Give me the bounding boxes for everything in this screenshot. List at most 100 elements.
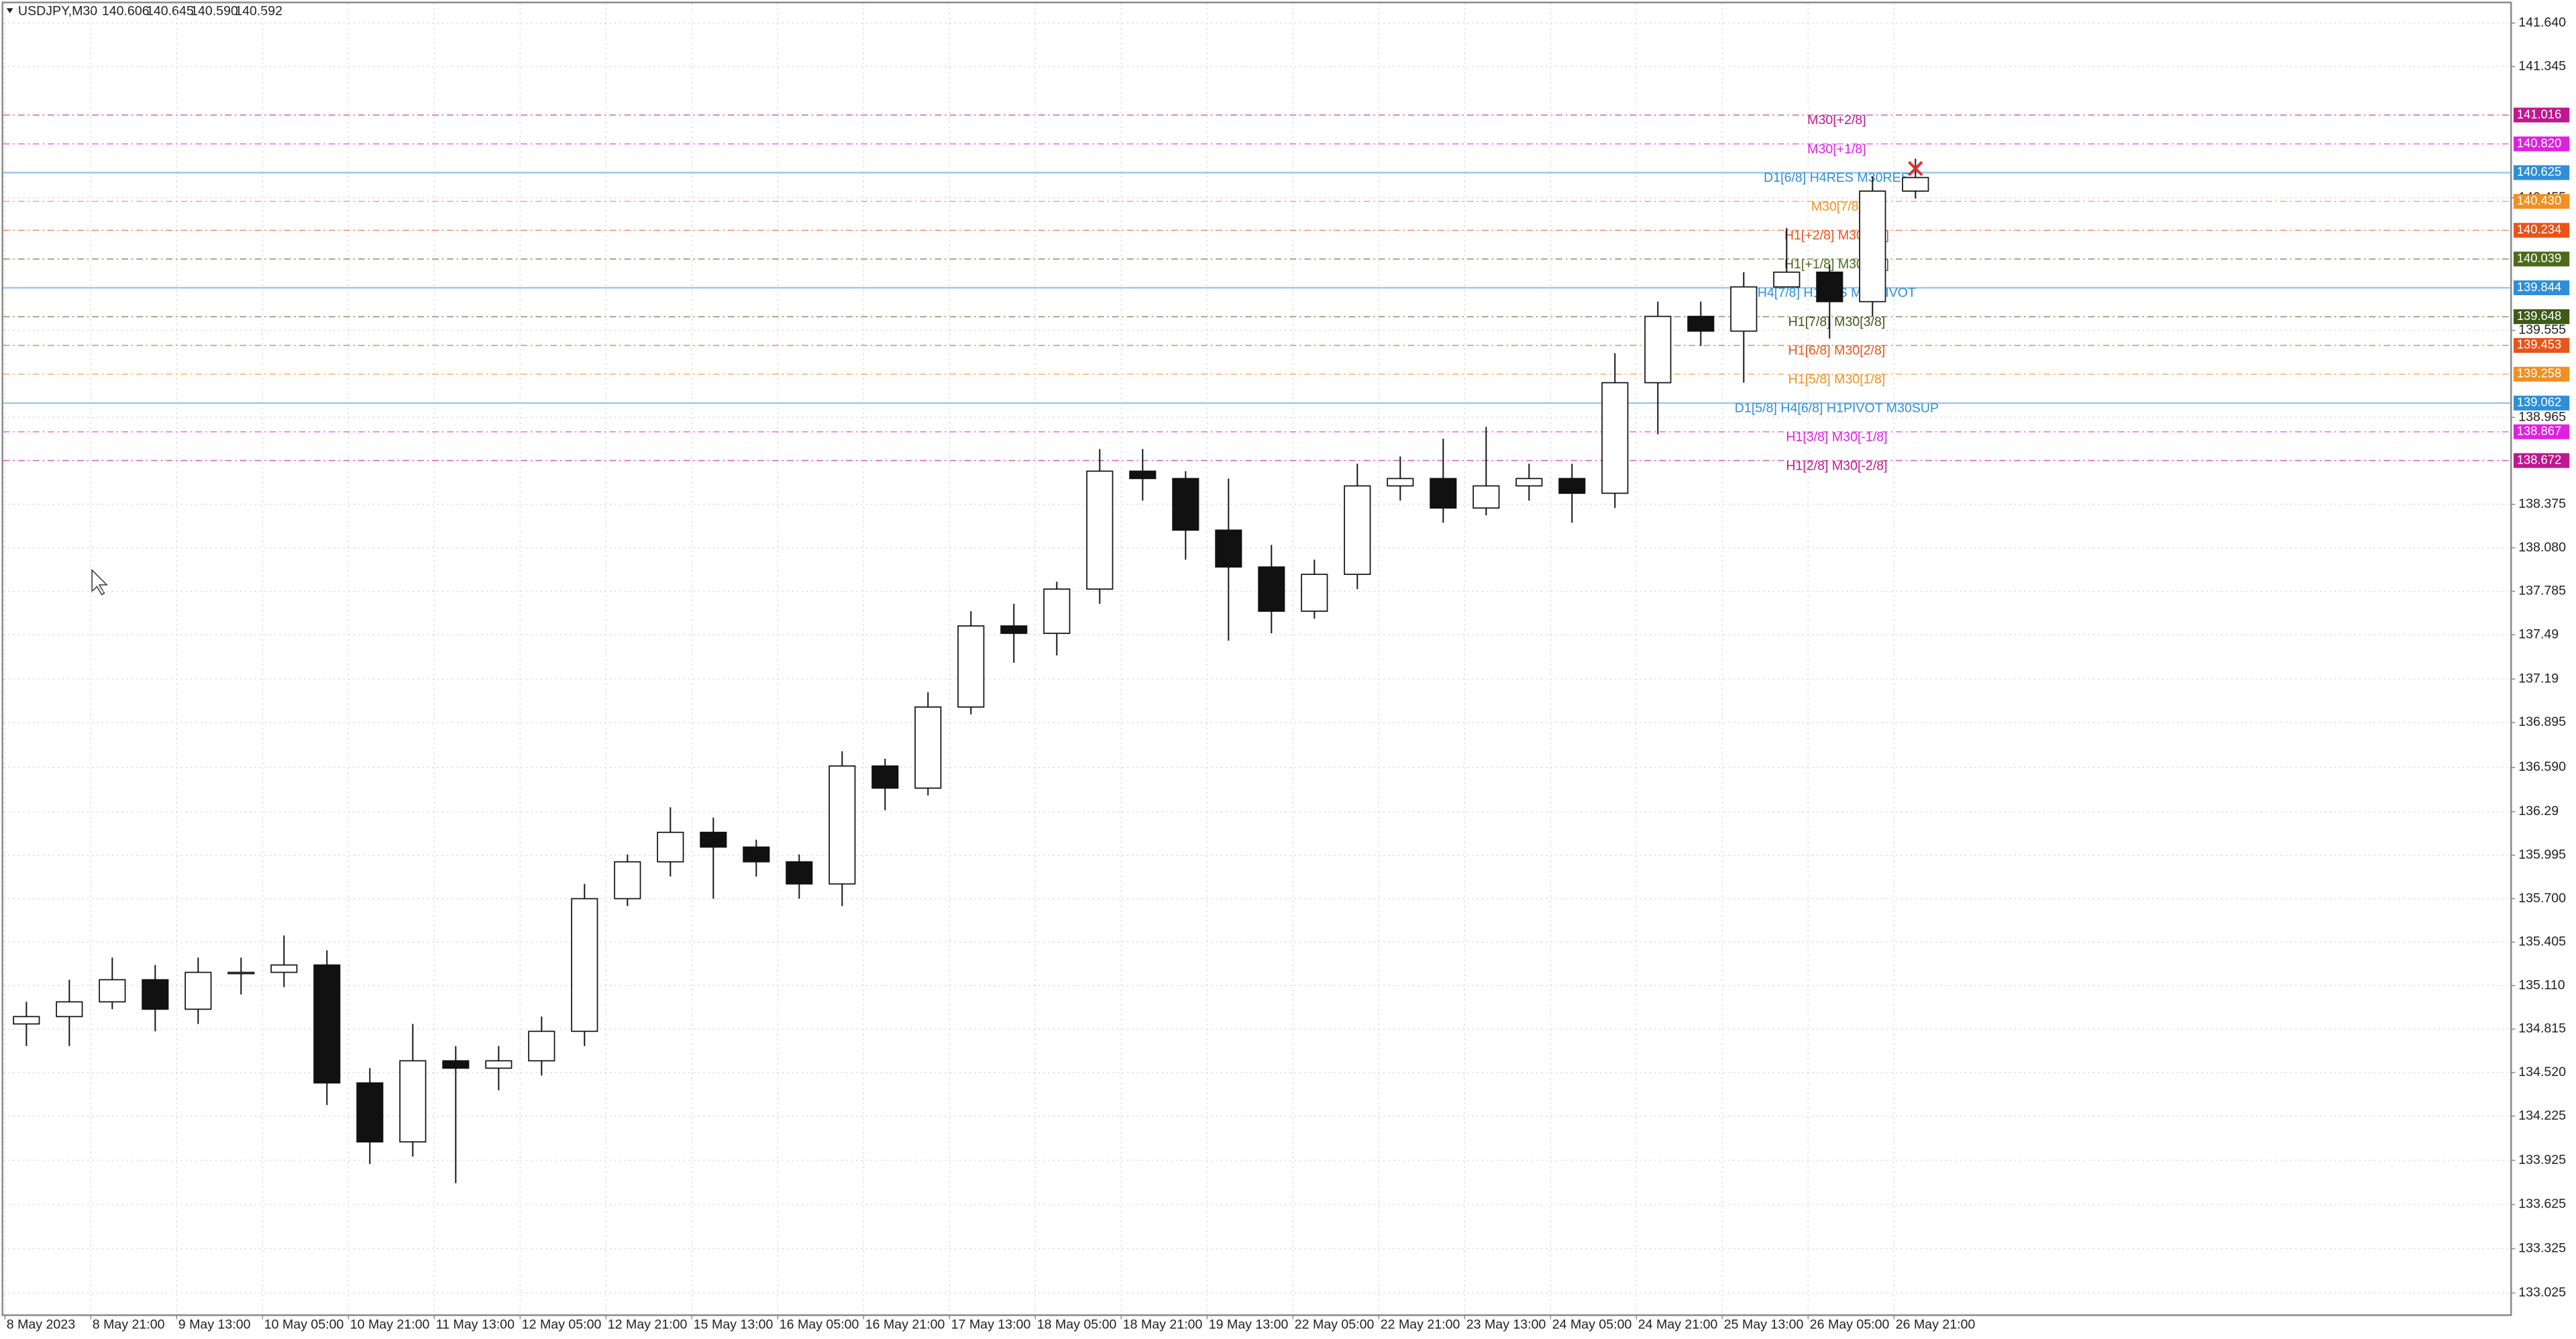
candle-body xyxy=(657,831,684,863)
level-price-label: 138.867 xyxy=(2517,424,2561,438)
x-tick-label: 17 May 13:00 xyxy=(951,1317,1031,1332)
y-tick-label: 135.700 xyxy=(2518,891,2566,906)
candle-body xyxy=(142,979,169,1010)
y-tick-label: 134.225 xyxy=(2518,1108,2566,1123)
level-price-label: 140.430 xyxy=(2517,193,2561,207)
level-price-tag xyxy=(2513,165,2570,180)
candle-body xyxy=(399,1060,427,1143)
level-price-tag xyxy=(2513,136,2570,152)
candle-body xyxy=(1387,478,1414,487)
level-label: H1[3/8] M30[-1/8] xyxy=(1786,429,1887,444)
y-tick-label: 135.110 xyxy=(2518,977,2565,992)
candle-body xyxy=(1472,485,1500,509)
candle-body xyxy=(1515,478,1543,487)
level-price-tag xyxy=(2513,337,2570,353)
y-tick-label: 136.590 xyxy=(2518,759,2566,774)
candle-body xyxy=(700,831,727,848)
candle-body xyxy=(914,706,942,789)
x-tick-label: 16 May 21:00 xyxy=(865,1317,945,1332)
x-tick-label: 12 May 21:00 xyxy=(608,1317,688,1332)
candle-body xyxy=(1430,478,1457,509)
candle-body xyxy=(1301,574,1328,612)
level-price-label: 140.039 xyxy=(2517,251,2561,265)
candle-body xyxy=(56,1001,83,1018)
x-tick-label: 8 May 2023 xyxy=(7,1317,75,1332)
level-price-label: 141.016 xyxy=(2517,107,2561,121)
candle-body xyxy=(743,846,770,863)
level-price-label: 140.820 xyxy=(2517,136,2561,150)
candle-body xyxy=(1086,470,1114,590)
y-tick-label: 141.345 xyxy=(2518,58,2566,73)
x-tick-label: 11 May 13:00 xyxy=(436,1317,515,1332)
level-price-tag xyxy=(2513,366,2570,382)
level-label: M30[+1/8] xyxy=(1807,142,1866,156)
x-tick-label: 22 May 21:00 xyxy=(1381,1317,1460,1332)
candle-body xyxy=(184,971,212,1010)
candle-body xyxy=(571,898,598,1032)
candle-body xyxy=(1902,176,1929,192)
x-tick-label: 8 May 21:00 xyxy=(93,1317,165,1332)
candle-body xyxy=(1043,588,1071,634)
mouse-cursor xyxy=(91,569,108,596)
y-tick-label: 138.375 xyxy=(2518,496,2566,511)
level-price-tag xyxy=(2513,395,2570,411)
symbol-menu-arrow[interactable] xyxy=(6,8,13,13)
candle-body xyxy=(1215,529,1242,568)
x-tick-label: 26 May 05:00 xyxy=(1810,1317,1890,1332)
candle-body xyxy=(614,861,641,900)
x-tick-label: 19 May 13:00 xyxy=(1209,1317,1289,1332)
candle-body xyxy=(270,964,298,973)
candle-body xyxy=(13,1016,40,1025)
y-tick-label: 136.29 xyxy=(2518,804,2559,818)
level-price-tag xyxy=(2513,424,2570,439)
level-price-tag xyxy=(2513,453,2570,468)
level-label: M30[+2/8] xyxy=(1807,113,1866,127)
level-label: H1[7/8] M30[3/8] xyxy=(1788,315,1886,329)
x-tick-label: 18 May 05:00 xyxy=(1037,1317,1117,1332)
candle-body xyxy=(828,765,856,885)
candle-body xyxy=(1129,470,1157,480)
level-price-tag xyxy=(2513,280,2570,296)
x-tick-label: 26 May 21:00 xyxy=(1896,1317,1976,1332)
candle-body xyxy=(1773,271,1801,288)
y-tick-label: 134.815 xyxy=(2518,1021,2566,1036)
candle-body xyxy=(99,979,126,1003)
x-tick-label: 15 May 13:00 xyxy=(694,1317,773,1332)
x-tick-label: 9 May 13:00 xyxy=(178,1317,251,1332)
candle-body xyxy=(1601,382,1629,494)
candle-body xyxy=(1558,478,1586,494)
candle-body xyxy=(1644,315,1672,384)
candle-body xyxy=(1687,315,1715,332)
candle-body xyxy=(1258,566,1285,612)
candle-body xyxy=(485,1060,513,1069)
y-tick-label: 135.995 xyxy=(2518,847,2566,862)
y-tick-label: 136.895 xyxy=(2518,714,2566,729)
candle-body xyxy=(871,765,899,789)
candle-body xyxy=(786,861,813,885)
level-price-label: 139.258 xyxy=(2517,366,2561,380)
y-tick-label: 134.520 xyxy=(2518,1065,2566,1079)
level-price-tag xyxy=(2513,252,2570,267)
ohlc-value: 140.606 xyxy=(102,3,150,18)
level-label: D1[6/8] H4RES M30RES xyxy=(1764,170,1910,185)
level-price-label: 140.234 xyxy=(2517,222,2561,236)
candle-body xyxy=(1344,485,1371,576)
y-tick-label: 133.925 xyxy=(2518,1153,2566,1167)
x-tick-label: 24 May 05:00 xyxy=(1552,1317,1632,1332)
level-label: H1[6/8] M30[2/8] xyxy=(1788,343,1886,358)
x-tick-label: 12 May 05:00 xyxy=(522,1317,602,1332)
trade-marker xyxy=(1908,161,1923,176)
x-tick-label: 24 May 21:00 xyxy=(1638,1317,1718,1332)
x-tick-label: 23 May 13:00 xyxy=(1466,1317,1546,1332)
y-tick-label: 133.325 xyxy=(2518,1241,2566,1256)
level-price-label: 140.625 xyxy=(2517,164,2561,178)
level-label: M30[7/8] xyxy=(1811,199,1862,214)
candle-body xyxy=(313,964,341,1084)
ohlc-value: 140.645 xyxy=(146,3,194,18)
candle-body xyxy=(1172,478,1199,531)
y-tick-label: 138.965 xyxy=(2518,409,2566,424)
y-tick-label: 141.640 xyxy=(2518,15,2566,30)
y-tick-label: 137.49 xyxy=(2518,627,2559,641)
